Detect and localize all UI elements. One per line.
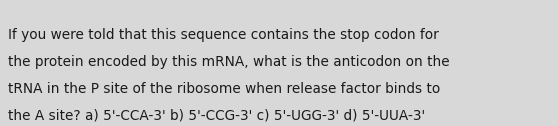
Text: the protein encoded by this mRNA, what is the anticodon on the: the protein encoded by this mRNA, what i… — [8, 55, 450, 69]
Text: the A site? a) 5'-CCA-3' b) 5'-CCG-3' c) 5'-UGG-3' d) 5'-UUA-3': the A site? a) 5'-CCA-3' b) 5'-CCG-3' c)… — [8, 109, 426, 123]
Text: tRNA in the P site of the ribosome when release factor binds to: tRNA in the P site of the ribosome when … — [8, 82, 441, 96]
Text: If you were told that this sequence contains the stop codon for: If you were told that this sequence cont… — [8, 28, 439, 42]
